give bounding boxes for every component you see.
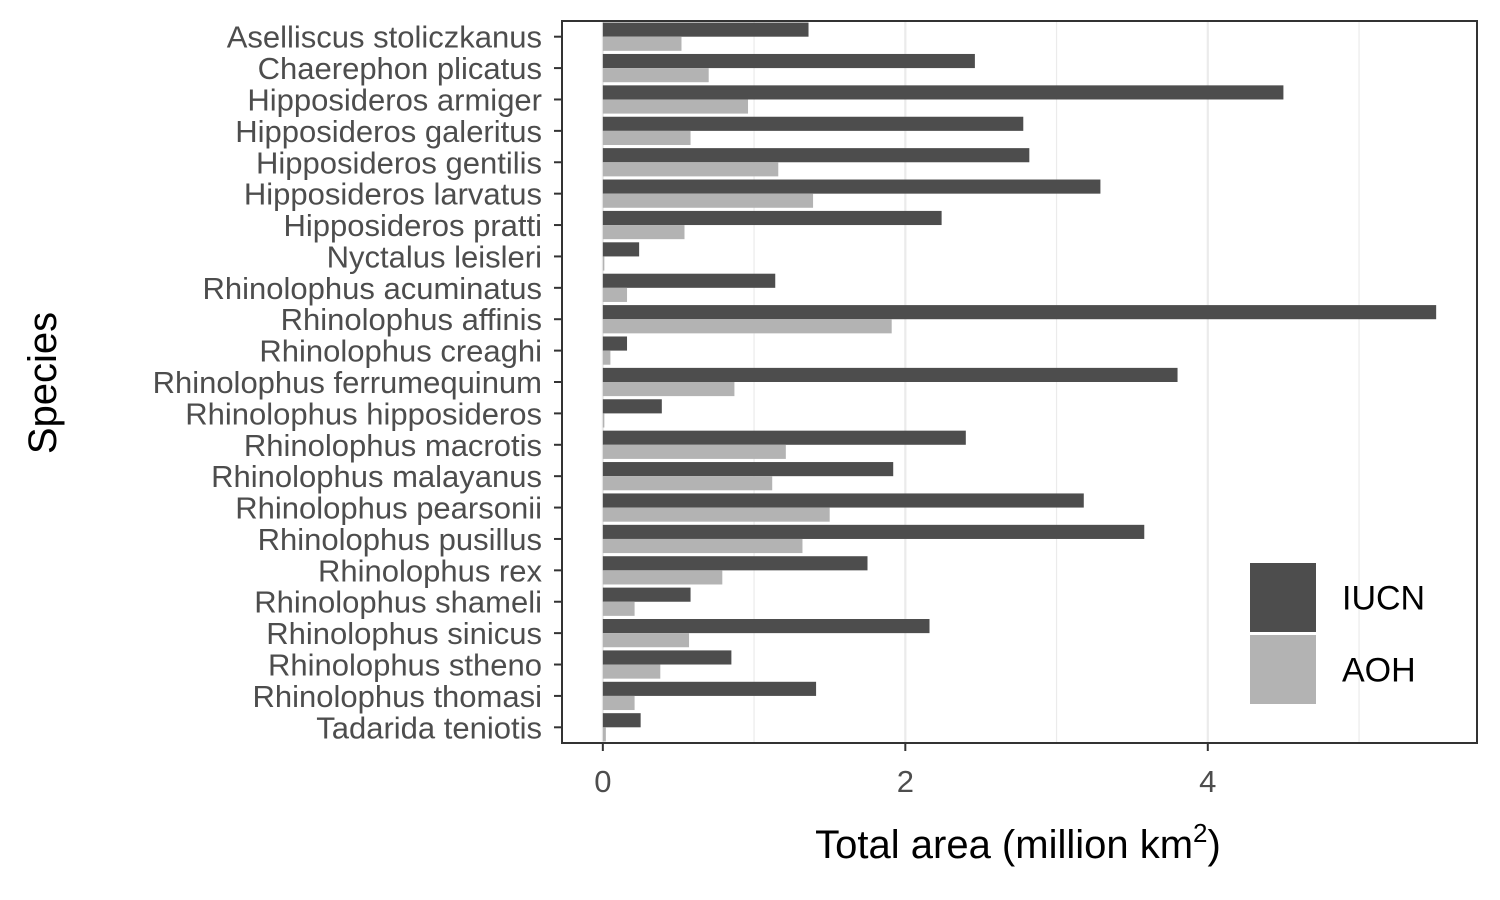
y-tick-label: Rhinolophus pusillus [258, 522, 542, 557]
y-tick-label: Rhinolophus shameli [254, 585, 542, 620]
y-tick-label: Rhinolophus malayanus [211, 459, 542, 494]
bar-aoh [602, 99, 749, 114]
bar-iucn [602, 462, 894, 477]
legend-label-aoh: AOH [1342, 652, 1416, 690]
x-tick-label: 4 [1199, 764, 1216, 799]
bar-iucn [602, 85, 1284, 100]
bar-iucn [602, 53, 975, 69]
bar-aoh [602, 476, 773, 491]
y-tick-label: Rhinolophus macrotis [244, 428, 542, 463]
bar-aoh [602, 538, 803, 554]
y-tick-label: Aselliscus stoliczkanus [227, 20, 542, 55]
bar-aoh [602, 570, 723, 585]
bar-aoh [602, 256, 605, 271]
legend: IUCN AOH [1250, 563, 1425, 704]
bar-aoh [602, 507, 830, 522]
bar-iucn [602, 336, 628, 351]
y-tick-label: Rhinolophus rex [318, 553, 543, 588]
bars [602, 22, 1437, 742]
y-tick-label: Nyctalus leisleri [327, 239, 542, 274]
bar-iucn [602, 273, 776, 288]
bar-aoh [602, 413, 605, 428]
bar-iucn [602, 210, 942, 226]
bar-aoh [602, 601, 635, 616]
bar-aoh [602, 225, 685, 240]
x-tick-label: 0 [594, 764, 611, 799]
bar-iucn [602, 305, 1437, 320]
bar-iucn [602, 524, 1145, 539]
y-tick-label: Hipposideros pratti [284, 208, 542, 243]
bar-aoh [602, 193, 814, 208]
bar-aoh [602, 162, 779, 177]
y-tick-label: Rhinolophus ferrumequinum [153, 365, 542, 400]
bar-iucn [602, 179, 1101, 194]
bar-aoh [602, 130, 691, 145]
bar-aoh [602, 350, 611, 365]
y-tick-label: Rhinolophus creaghi [259, 334, 542, 369]
y-tick-label: Rhinolophus acuminatus [203, 271, 543, 306]
x-axis: 0 2 4 [594, 743, 1216, 799]
bar-aoh [602, 319, 892, 334]
y-tick-label: Rhinolophus hipposideros [185, 396, 542, 431]
y-tick-label: Hipposideros galeritus [235, 114, 542, 149]
bar-aoh [602, 382, 735, 397]
y-tick-label: Tadarida teniotis [316, 710, 542, 745]
bar-iucn [602, 713, 641, 728]
bar-iucn [602, 493, 1084, 508]
bar-iucn [602, 116, 1024, 131]
y-tick-label: Hipposideros larvatus [244, 177, 542, 212]
legend-label-iucn: IUCN [1342, 580, 1425, 618]
bar-aoh [602, 36, 682, 51]
y-tick-label: Rhinolophus pearsonii [235, 491, 542, 526]
bar-iucn [602, 399, 662, 414]
bar-iucn [602, 242, 640, 257]
legend-key-aoh [1250, 635, 1316, 704]
x-tick-label: 2 [897, 764, 914, 799]
bar-aoh [602, 695, 635, 711]
bar-iucn [602, 587, 691, 602]
x-axis-title: Total area (million km2) [815, 818, 1221, 867]
bar-aoh [602, 287, 628, 302]
bar-aoh [602, 633, 690, 648]
bar-iucn [602, 22, 809, 37]
bar-iucn [602, 650, 732, 665]
y-tick-label: Chaerephon plicatus [258, 51, 542, 86]
bar-iucn [602, 367, 1178, 382]
bar-iucn [602, 681, 817, 696]
x-axis-title-superscript: 2 [1193, 818, 1207, 848]
legend-key-iucn [1250, 563, 1316, 632]
x-axis-title-main: Total area (million km [815, 823, 1193, 867]
y-axis-title: Species [21, 312, 65, 454]
bar-aoh [602, 444, 786, 459]
bar-aoh [602, 68, 709, 83]
bar-iucn [602, 148, 1030, 163]
y-tick-label: Rhinolophus sinicus [266, 616, 542, 651]
y-tick-label: Rhinolophus thomasi [252, 679, 542, 714]
y-tick-label: Rhinolophus affinis [281, 302, 542, 337]
bar-iucn [602, 430, 966, 445]
bar-aoh [602, 664, 661, 679]
bar-aoh [602, 727, 606, 742]
y-tick-label: Hipposideros gentilis [256, 145, 542, 180]
y-tick-label: Rhinolophus stheno [268, 648, 542, 683]
bar-iucn [602, 619, 930, 634]
bar-iucn [602, 556, 868, 571]
y-tick-label: Hipposideros armiger [247, 82, 542, 117]
x-axis-title-suffix: ) [1208, 823, 1221, 867]
